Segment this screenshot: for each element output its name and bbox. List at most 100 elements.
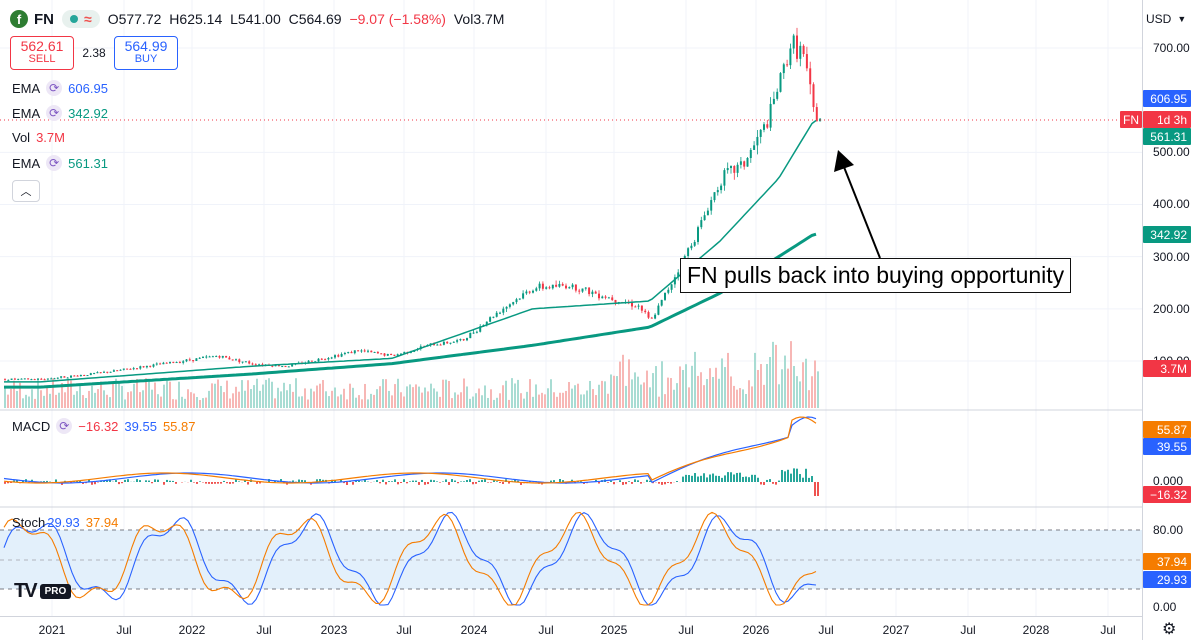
volume-bar <box>379 386 381 408</box>
macd-hist-bar <box>46 481 48 482</box>
volume-bar <box>88 391 90 408</box>
volume-bar <box>451 398 453 408</box>
time-tick: Jul <box>1100 623 1115 637</box>
macd-hist-bar <box>4 482 6 484</box>
candle-body <box>80 375 82 376</box>
candle-body <box>37 379 39 380</box>
candle-body <box>331 357 333 358</box>
candle-body <box>271 366 273 367</box>
tradingview-logo[interactable]: TV PRO <box>14 580 71 603</box>
ema-line <box>4 121 816 382</box>
volume-bar <box>646 371 648 408</box>
candle-body <box>30 379 32 380</box>
price-chart[interactable] <box>0 0 1142 616</box>
candle-body <box>169 362 171 363</box>
time-axis[interactable]: 2021 Jul 2022 Jul 2023 Jul 2024 Jul 2025… <box>0 616 1142 641</box>
candle-body <box>809 68 811 84</box>
volume-bar <box>424 388 426 408</box>
time-tick: Jul <box>678 623 693 637</box>
volume-bar <box>157 394 159 408</box>
macd-hist-bar <box>442 481 444 482</box>
volume-bar <box>469 399 471 408</box>
volume-bar <box>415 384 417 408</box>
annotation-callout[interactable]: FN pulls back into buying opportunity <box>680 258 1071 293</box>
volume-bar <box>199 400 201 408</box>
macd-hist-bar <box>703 473 705 482</box>
candle-body <box>387 354 389 356</box>
volume-bar <box>250 389 252 408</box>
candle-body <box>525 292 527 294</box>
volume-bar <box>535 384 537 408</box>
sell-button[interactable]: 562.61 SELL <box>10 36 74 70</box>
candle-body <box>588 288 590 294</box>
candle-body <box>393 355 395 356</box>
macd-hist-bar <box>619 480 621 482</box>
macd-hist-bar <box>382 480 384 482</box>
stoch-legend[interactable]: Stoch 29.93 37.94 <box>12 515 118 530</box>
volume-bar <box>313 391 315 408</box>
candle-body <box>555 285 557 287</box>
candle-body <box>671 284 673 289</box>
volume-bar <box>121 386 123 408</box>
time-tick: 2023 <box>321 623 348 637</box>
volume-bar <box>457 395 459 408</box>
volume-bar <box>811 376 813 408</box>
volume-bar <box>412 387 414 408</box>
candle-body <box>120 370 122 371</box>
volume-bar <box>499 393 501 408</box>
legend-volume[interactable]: Vol 3.7M <box>12 130 65 145</box>
volume-bar <box>73 395 75 408</box>
volume-bar <box>280 391 282 408</box>
legend-ema-2[interactable]: EMA ⟳ 342.92 <box>12 105 108 121</box>
symbol-name[interactable]: FN <box>34 11 54 28</box>
volume-bar <box>151 390 153 408</box>
candle-body <box>549 287 551 288</box>
volume-bar <box>496 398 498 408</box>
candle-body <box>70 376 72 378</box>
macd-hist-bar <box>406 482 408 483</box>
candle-body <box>149 366 151 367</box>
chart-area[interactable] <box>0 0 1142 616</box>
candle-body <box>753 145 755 150</box>
volume-bar <box>118 381 120 408</box>
macd-hist-bar <box>472 482 474 484</box>
macd-hist-bar <box>205 482 207 484</box>
volume-bar <box>721 358 723 408</box>
stoch-k-value: 29.93 <box>47 515 80 530</box>
legend-ema-3[interactable]: EMA ⟳ 561.31 <box>12 155 108 171</box>
volume-bar <box>49 394 51 408</box>
candle-body <box>459 339 461 340</box>
volume-bar <box>316 386 318 408</box>
volume-bar <box>349 384 351 408</box>
currency-selector[interactable]: USD ▼ <box>1146 9 1190 29</box>
volume-bar <box>748 380 750 408</box>
pro-badge: PRO <box>40 584 72 599</box>
buy-button[interactable]: 564.99 BUY <box>114 36 178 70</box>
legend-ema-1[interactable]: EMA ⟳ 606.95 <box>12 80 108 96</box>
volume-bar <box>232 393 234 408</box>
macd-signal-tag: 55.87 <box>1143 421 1191 438</box>
collapse-legend-button[interactable]: ︿ <box>12 180 40 202</box>
macd-hist-bar <box>724 475 726 482</box>
candle-body <box>499 313 501 314</box>
macd-hist-bar <box>256 482 258 484</box>
gear-icon[interactable]: ⚙ <box>1162 619 1176 639</box>
candle-body <box>648 312 650 318</box>
volume-bar <box>208 391 210 408</box>
candle-body <box>34 379 36 380</box>
candle-body <box>532 291 534 293</box>
macd-legend[interactable]: MACD ⟳ −16.32 39.55 55.87 <box>12 418 196 434</box>
volume-bar <box>547 388 549 408</box>
volume-bar <box>697 376 699 408</box>
volume-bar <box>106 395 108 408</box>
candle-body <box>529 292 531 293</box>
macd-hist-bar <box>769 479 771 482</box>
candle-body <box>291 365 293 367</box>
market-status-pill[interactable]: ≈ <box>62 10 100 28</box>
macd-hist-bar <box>733 474 735 482</box>
candle-body <box>367 351 369 352</box>
candle-body <box>143 366 145 367</box>
volume-bar <box>691 366 693 408</box>
change-value: −9.07 (−1.58%) <box>349 11 446 27</box>
macd-hist-bar <box>790 474 792 482</box>
